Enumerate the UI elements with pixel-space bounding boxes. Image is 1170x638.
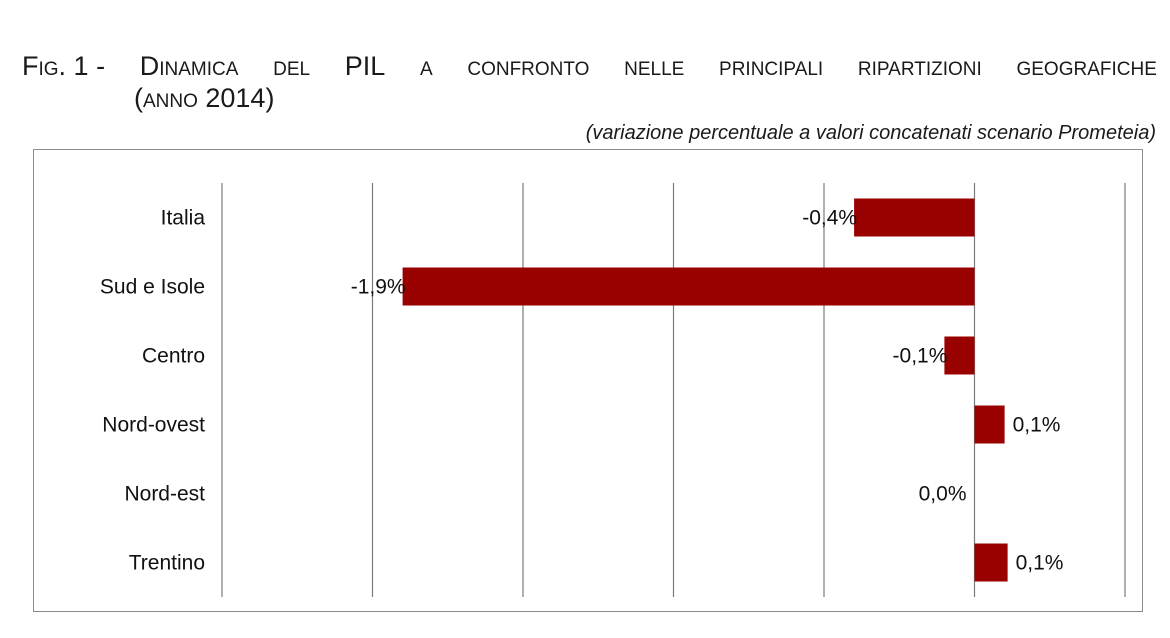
chart-title-line2: (anno 2014) bbox=[134, 83, 275, 113]
chart-title-word: a bbox=[419, 51, 433, 81]
category-label: Sud e Isole bbox=[100, 276, 205, 299]
chart-subtitle: (variazione percentuale a valori concate… bbox=[585, 122, 1156, 144]
chart-title-line1: Fig. 1 - Dinamica del PIL a confronto nelle pri… bbox=[22, 50, 1157, 82]
chart-title-word: Dinamica bbox=[139, 51, 239, 81]
data-label: -1,9% bbox=[351, 276, 406, 299]
chart-title-word: ripartizioni bbox=[857, 51, 982, 81]
data-label: -0,4% bbox=[802, 207, 857, 230]
bar bbox=[944, 336, 975, 375]
data-label: 0,1% bbox=[1016, 552, 1064, 575]
bar bbox=[974, 405, 1005, 444]
bar bbox=[402, 267, 975, 306]
chart-title-word: del bbox=[273, 51, 311, 81]
chart-title-word: principali bbox=[719, 51, 824, 81]
category-label: Italia bbox=[161, 207, 206, 230]
data-label: -0,1% bbox=[893, 345, 948, 368]
chart-title-word: confronto bbox=[467, 51, 590, 81]
category-label: Nord-est bbox=[124, 483, 205, 506]
bar bbox=[974, 543, 1008, 582]
category-label: Nord-ovest bbox=[102, 414, 205, 437]
data-label: 0,1% bbox=[1013, 414, 1061, 437]
category-label: Trentino bbox=[129, 552, 205, 575]
chart-title-word: nelle bbox=[624, 51, 685, 81]
chart-title-word: Fig. 1 - bbox=[22, 51, 106, 81]
chart-title: Fig. 1 - Dinamica del PIL a confronto nelle pri… bbox=[22, 50, 1157, 114]
chart-title-word: geografiche bbox=[1016, 51, 1157, 81]
chart-title-word: PIL bbox=[344, 51, 386, 81]
bar bbox=[854, 198, 975, 237]
category-label: Centro bbox=[142, 345, 205, 368]
data-label: 0,0% bbox=[919, 483, 967, 506]
chart-frame bbox=[33, 149, 1143, 612]
